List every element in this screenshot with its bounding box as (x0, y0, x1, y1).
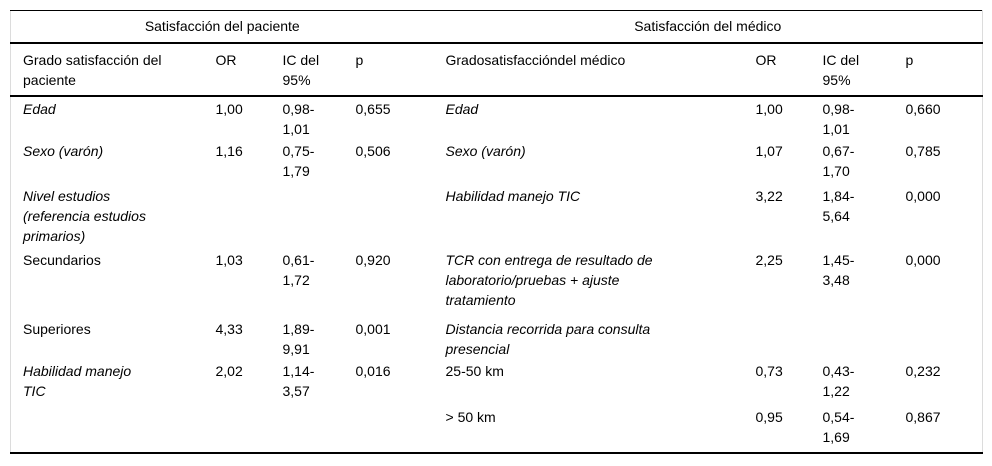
table-row: Superiores 4,33 1,89- 9,91 0,001 Distanc… (11, 317, 983, 359)
table-row: Secundarios 1,03 0,61- 1,72 0,920 TCR co… (11, 248, 983, 317)
cell-p: 0,506 (355, 142, 391, 159)
cell-p: 0,920 (355, 251, 391, 268)
group-header-patient: Satisfacción del paciente (10, 10, 434, 44)
cell-ic95: 1,14- 3,57 (282, 362, 315, 399)
cell-or: 1,00 (755, 100, 783, 117)
cell-p: 0,016 (355, 362, 391, 379)
cell-ic95: 0,67- 1,70 (822, 142, 855, 179)
group-header-physician: Satisfacción del médico (433, 10, 983, 44)
cell-variable-label: Distancia recorrida para consulta presen… (445, 320, 651, 357)
group-header-row: Satisfacción del paciente Satisfacción d… (10, 10, 983, 44)
cell-p (894, 317, 983, 359)
cell-or: 4,33 (215, 320, 243, 337)
col-header-patient-ic95: IC del 95% (270, 42, 344, 97)
cell-p: 0,655 (355, 100, 391, 117)
cell-p (344, 184, 434, 248)
col-header-physician-or: OR (743, 42, 811, 97)
cell-variable-label: Habilidad manejo TIC (23, 362, 132, 399)
col-header-physician-p: p (893, 42, 983, 97)
cell-p (344, 405, 434, 453)
cell-ic95: 0,98- 1,01 (282, 100, 315, 137)
cell-p: 0,000 (905, 251, 941, 268)
cell-ic95: 1,45- 3,48 (822, 251, 855, 288)
cell-ic95: 0,54- 1,69 (822, 408, 855, 445)
cell-p: 0,660 (905, 100, 941, 117)
cell-ic95: 0,98- 1,01 (822, 100, 855, 137)
satisfaction-regression-table: Satisfacción del paciente Satisfacción d… (10, 10, 984, 454)
cell-variable-label (11, 405, 204, 453)
table-row: > 50 km 0,95 0,54- 1,69 0,867 (11, 405, 983, 453)
cell-or: 1,03 (215, 251, 243, 268)
cell-or: 2,02 (215, 362, 243, 379)
cell-or: 3,22 (755, 187, 783, 204)
cell-variable-label: 25-50 km (445, 362, 504, 379)
cell-variable-label: Edad (445, 100, 479, 117)
cell-or: 0,73 (755, 362, 783, 379)
cell-p: 0,232 (905, 362, 941, 379)
cell-or: 0,95 (755, 408, 783, 425)
col-header-patient-p: p (343, 42, 434, 97)
cell-ic95: 0,61- 1,72 (282, 251, 315, 288)
column-header-row: Grado satisfacción del paciente OR IC de… (10, 42, 983, 97)
table-row: Habilidad manejo TIC 2,02 1,14- 3,57 0,0… (11, 359, 983, 405)
cell-variable-label: Edad (23, 100, 56, 117)
cell-p: 0,001 (355, 320, 391, 337)
cell-or (204, 405, 271, 453)
cell-p: 0,785 (905, 142, 941, 159)
table-row: Sexo (varón) 1,16 0,75- 1,79 0,506 Sexo … (11, 139, 983, 184)
cell-variable-label: > 50 km (445, 408, 496, 425)
cell-or: 1,16 (215, 142, 243, 159)
cell-variable-label: Habilidad manejo TIC (445, 187, 581, 204)
cell-variable-label: Superiores (23, 320, 91, 337)
cell-variable-label: Secundarios (23, 251, 101, 268)
cell-or (204, 184, 271, 248)
cell-variable-label: TCR con entrega de resultado de laborato… (445, 251, 653, 308)
col-header-patient-label: Grado satisfacción del paciente (10, 42, 204, 97)
table-row: Edad 1,00 0,98- 1,01 0,655 Edad 1,00 0,9… (11, 96, 983, 139)
cell-variable-label: Sexo (varón) (445, 142, 526, 159)
col-header-physician-ic95: IC del 95% (810, 42, 894, 97)
cell-variable-label: Nivel estudios (referencia estudios prim… (23, 187, 146, 244)
col-header-physician-label: Gradosatisfaccióndel médico (433, 42, 744, 97)
cell-ic95: 1,89- 9,91 (282, 320, 315, 357)
cell-ic95: 0,75- 1,79 (282, 142, 315, 179)
cell-or: 1,07 (755, 142, 783, 159)
cell-ic95 (271, 184, 344, 248)
cell-or: 2,25 (755, 251, 783, 268)
cell-p: 0,000 (905, 187, 941, 204)
cell-variable-label: Sexo (varón) (23, 142, 104, 159)
cell-ic95 (811, 317, 894, 359)
cell-ic95: 0,43- 1,22 (822, 362, 855, 399)
cell-ic95 (271, 405, 344, 453)
cell-or: 1,00 (215, 100, 243, 117)
col-header-patient-or: OR (203, 42, 271, 97)
cell-or (744, 317, 811, 359)
table-row: Nivel estudios (referencia estudios prim… (11, 184, 983, 248)
cell-ic95: 1,84- 5,64 (822, 187, 855, 224)
cell-p: 0,867 (905, 408, 941, 425)
